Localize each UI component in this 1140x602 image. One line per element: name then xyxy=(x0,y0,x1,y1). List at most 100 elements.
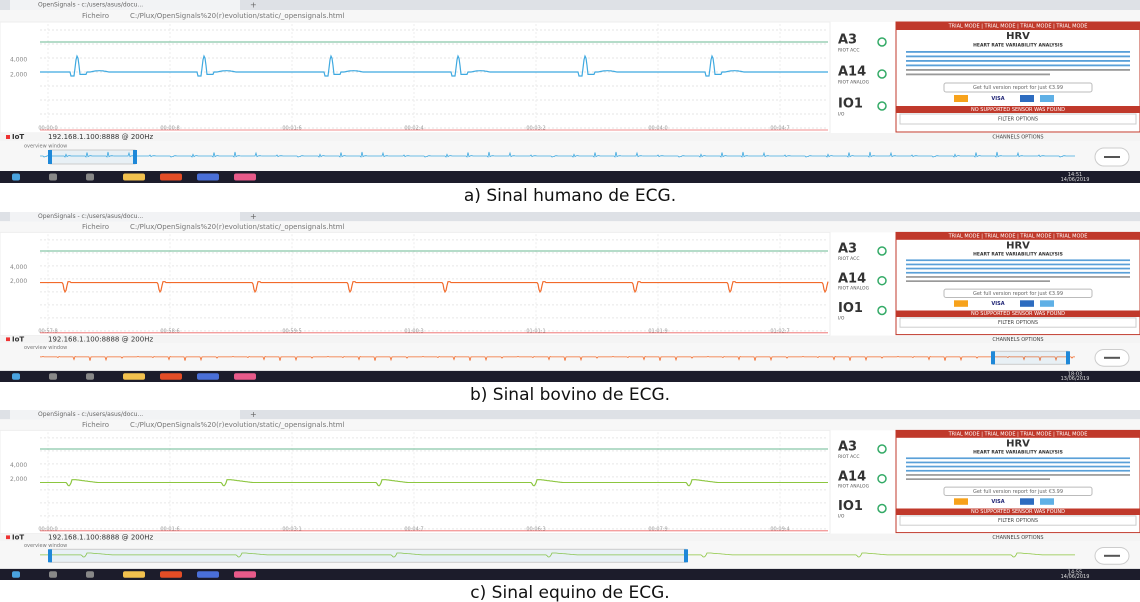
card-icon xyxy=(1040,95,1054,102)
device-name: IoT xyxy=(12,533,24,541)
url-label: Ficheiro xyxy=(82,421,109,429)
taskbar-icon[interactable] xyxy=(86,373,94,380)
channel-name: A3 xyxy=(838,440,857,455)
time-label: 00:04:0 xyxy=(648,126,667,132)
taskbar-icon[interactable] xyxy=(86,571,94,578)
filter-text: FILTER OPTIONS xyxy=(998,518,1038,524)
card-label: VISA xyxy=(991,96,1004,102)
plugin-title: HRV xyxy=(1006,240,1030,251)
url[interactable]: C:/Plux/OpenSignals%20(r)evolution/stati… xyxy=(130,421,344,429)
channel-sub: RIOT ANALOG xyxy=(838,484,870,490)
window-handle[interactable] xyxy=(1066,351,1070,364)
taskbar-icon[interactable] xyxy=(234,373,256,380)
taskbar-icon[interactable] xyxy=(234,571,256,578)
taskbar-icon[interactable] xyxy=(12,373,20,380)
new-tab[interactable]: + xyxy=(250,410,257,419)
taskbar-icon[interactable] xyxy=(160,174,182,181)
caption: c) Sinal equino de ECG. xyxy=(470,583,669,602)
channel-toggle[interactable] xyxy=(878,307,886,315)
channel-name: IO1 xyxy=(838,97,863,112)
taskbar-icon[interactable] xyxy=(123,571,145,578)
taskbar-icon[interactable] xyxy=(197,373,219,380)
warning-text: NO SUPPORTED SENSOR WAS FOUND xyxy=(971,311,1065,317)
channel-sub: RIOT ACC xyxy=(838,256,859,262)
channels-options[interactable]: CHANNELS OPTIONS xyxy=(992,535,1043,541)
channel-name: A14 xyxy=(838,65,866,80)
channel-toggle[interactable] xyxy=(878,247,886,255)
channel-name: A3 xyxy=(838,242,857,257)
trial-text: TRIAL MODE | TRIAL MODE | TRIAL MODE | T… xyxy=(948,432,1088,438)
channel-toggle[interactable] xyxy=(878,102,886,110)
plugin-subtitle: HEART RATE VARIABILITY ANALYSIS xyxy=(973,43,1063,49)
channel-sub: I/O xyxy=(838,315,845,321)
description-line xyxy=(906,268,1130,270)
filter-text: FILTER OPTIONS xyxy=(998,320,1038,326)
description-line xyxy=(906,478,1050,480)
taskbar-icon[interactable] xyxy=(12,571,20,578)
time-label: 00:04:7 xyxy=(770,126,789,132)
channels-options[interactable]: CHANNELS OPTIONS xyxy=(992,135,1043,141)
time-label: 00:07:9 xyxy=(648,526,667,532)
time-label: 00:00:8 xyxy=(160,126,179,132)
taskbar-icon[interactable] xyxy=(12,174,20,181)
window-handle[interactable] xyxy=(684,549,688,562)
channel-toggle[interactable] xyxy=(878,445,886,453)
channel-toggle[interactable] xyxy=(878,70,886,78)
plugin-title: HRV xyxy=(1006,31,1030,42)
overview-label: overview window xyxy=(24,144,67,150)
time-label: 00:00:0 xyxy=(38,126,57,132)
taskbar-icon[interactable] xyxy=(49,174,57,181)
taskbar-icon[interactable] xyxy=(49,373,57,380)
channel-toggle[interactable] xyxy=(878,505,886,513)
clock-date: 14/06/2019 xyxy=(1061,574,1090,580)
description-line xyxy=(906,457,1130,459)
window-handle[interactable] xyxy=(48,549,52,562)
card-icon xyxy=(1020,300,1034,307)
trial-text: TRIAL MODE | TRIAL MODE | TRIAL MODE | T… xyxy=(948,234,1088,240)
overview-window[interactable] xyxy=(50,150,135,164)
plugin-title: HRV xyxy=(1006,438,1030,449)
url[interactable]: C:/Plux/OpenSignals%20(r)evolution/stati… xyxy=(130,223,344,231)
channel-sub: RIOT ANALOG xyxy=(838,286,870,292)
channels-options[interactable]: CHANNELS OPTIONS xyxy=(992,337,1043,343)
window-handle[interactable] xyxy=(133,150,137,164)
warning-text: NO SUPPORTED SENSOR WAS FOUND xyxy=(971,107,1065,113)
taskbar-icon[interactable] xyxy=(197,174,219,181)
overview-window[interactable] xyxy=(993,351,1068,364)
description-line xyxy=(906,474,1130,476)
channel-name: A14 xyxy=(838,271,866,286)
time-label: 01:01:1 xyxy=(526,328,545,334)
taskbar-icon[interactable] xyxy=(123,373,145,380)
description-line xyxy=(906,65,1130,67)
channel-sub: I/O xyxy=(838,513,845,519)
taskbar-icon[interactable] xyxy=(234,174,256,181)
description-line xyxy=(906,74,1050,76)
card-icon xyxy=(954,95,968,102)
new-tab[interactable]: + xyxy=(250,212,257,221)
url-label: Ficheiro xyxy=(82,223,109,231)
new-tab[interactable]: + xyxy=(250,1,257,10)
device-address: 192.168.1.100:8888 @ 200Hz xyxy=(48,133,153,141)
tab-title: OpenSignals - c:/users/asus/docu... xyxy=(38,2,143,9)
plugin-subtitle: HEART RATE VARIABILITY ANALYSIS xyxy=(973,251,1063,257)
taskbar-icon[interactable] xyxy=(123,174,145,181)
url[interactable]: C:/Plux/OpenSignals%20(r)evolution/stati… xyxy=(130,12,344,20)
overview-window[interactable] xyxy=(50,549,686,562)
description-line xyxy=(906,69,1130,71)
channel-toggle[interactable] xyxy=(878,277,886,285)
taskbar-icon[interactable] xyxy=(160,373,182,380)
window-handle[interactable] xyxy=(48,150,52,164)
channel-toggle[interactable] xyxy=(878,38,886,46)
description-line xyxy=(906,272,1130,274)
description-line xyxy=(906,470,1130,472)
taskbar-icon[interactable] xyxy=(160,571,182,578)
taskbar-icon[interactable] xyxy=(197,571,219,578)
channel-toggle[interactable] xyxy=(878,475,886,483)
taskbar-icon[interactable] xyxy=(49,571,57,578)
description-line xyxy=(906,56,1130,58)
taskbar-icon[interactable] xyxy=(86,174,94,181)
screenshot: OpenSignals - c:/users/asus/docu...+Fich… xyxy=(0,410,1140,580)
warning-text: NO SUPPORTED SENSOR WAS FOUND xyxy=(971,509,1065,515)
description-line xyxy=(906,60,1130,62)
window-handle[interactable] xyxy=(991,351,995,364)
